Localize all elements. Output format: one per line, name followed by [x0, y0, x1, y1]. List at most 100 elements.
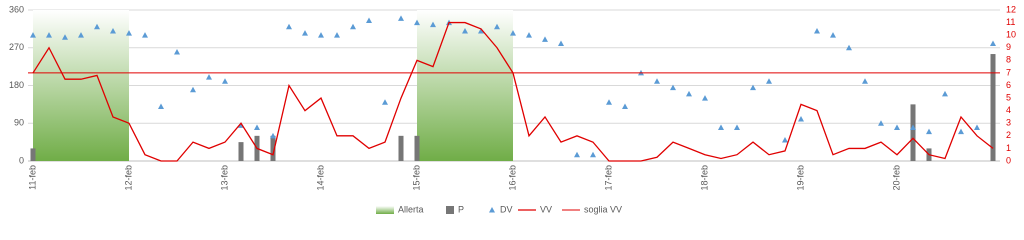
dv-point [254, 124, 260, 130]
dv-point [830, 32, 836, 38]
bar [238, 142, 244, 161]
dv-point [814, 27, 820, 34]
dv-point [110, 27, 116, 34]
y2-tick-label: 2 [1006, 130, 1011, 140]
y-tick-label: 90 [14, 118, 24, 128]
dv-point [878, 120, 884, 126]
dv-point [606, 99, 612, 105]
dv-point [46, 32, 52, 38]
dv-point [958, 128, 964, 135]
bar [30, 148, 36, 161]
dv-point [190, 86, 196, 93]
dv-point [126, 30, 132, 36]
dv-point [526, 32, 532, 38]
y2-tick-label: 12 [1006, 4, 1016, 14]
x-tick-label: 20-feb [891, 165, 901, 191]
y-tick-label: 270 [9, 42, 24, 52]
y2-tick-label: 3 [1006, 118, 1011, 128]
legend-label: VV [540, 204, 552, 214]
dv-point [302, 30, 308, 36]
dv-point [670, 84, 676, 91]
alert-area [33, 10, 513, 161]
y-tick-label: 0 [19, 155, 24, 165]
dv-point [222, 78, 228, 84]
x-tick-label: 17-feb [603, 165, 613, 191]
y2-tick-label: 4 [1006, 105, 1011, 115]
dv-point [846, 44, 852, 51]
dv-point [766, 78, 772, 84]
dv-point [654, 78, 660, 84]
dv-point [462, 27, 468, 34]
dv-point [590, 151, 596, 158]
x-tick-label: 13-feb [219, 165, 229, 191]
x-tick-label: 12-feb [123, 165, 133, 191]
x-tick-label: 15-feb [411, 165, 421, 191]
dv-point [910, 124, 916, 130]
dv-point [702, 95, 708, 101]
y2-tick-label: 6 [1006, 80, 1011, 90]
dv-point [894, 124, 900, 130]
legend-swatch [446, 206, 454, 214]
y2-tick-label: 5 [1006, 92, 1011, 102]
dv-point [318, 32, 324, 38]
dv-point [622, 103, 628, 109]
dv-point [206, 74, 212, 80]
bar [270, 135, 276, 161]
dv-point [750, 84, 756, 91]
dv-point [990, 40, 996, 47]
dv-point [174, 48, 180, 55]
y2-tick-label: 1 [1006, 143, 1011, 153]
dv-point [414, 19, 420, 26]
dv-point [430, 21, 436, 28]
dv-point [558, 40, 564, 47]
dv-point [62, 34, 68, 40]
dv-point [334, 32, 340, 38]
y2-tick-label: 0 [1006, 155, 1011, 165]
dv-point [574, 151, 580, 158]
dv-point [94, 23, 100, 30]
bar [414, 135, 420, 161]
dv-point [30, 32, 36, 38]
bar [990, 54, 996, 161]
dv-point [926, 128, 932, 135]
dv-point [158, 103, 164, 109]
dv-point [270, 132, 276, 139]
dv-point [398, 15, 404, 21]
legend-label: P [458, 204, 464, 214]
dv-point [718, 124, 724, 130]
y-tick-label: 360 [9, 4, 24, 14]
dv-point [974, 124, 980, 130]
legend-label: DV [500, 204, 513, 214]
dv-point [366, 17, 372, 23]
dv-point [78, 32, 84, 38]
dv-point [350, 23, 356, 30]
dv-point [734, 124, 740, 130]
legend-label: soglia VV [584, 204, 622, 214]
dv-point [494, 23, 500, 30]
legend-swatch [376, 206, 394, 214]
y2-tick-label: 7 [1006, 67, 1011, 77]
legend-label: Allerta [398, 204, 424, 214]
dv-point [686, 90, 692, 97]
dv-point [142, 32, 148, 38]
dv-point [942, 90, 948, 97]
x-tick-label: 19-feb [795, 165, 805, 191]
x-tick-label: 11-feb [27, 165, 37, 190]
dv-point [286, 23, 292, 30]
y2-tick-label: 11 [1006, 17, 1015, 27]
dv-point [798, 116, 804, 122]
bar [910, 104, 916, 161]
bar [398, 135, 404, 161]
y2-tick-label: 8 [1006, 55, 1011, 65]
dv-point [862, 78, 868, 84]
dv-point [478, 27, 484, 34]
y-tick-label: 180 [9, 80, 24, 90]
dv-point [510, 30, 516, 36]
dv-point [542, 36, 548, 42]
dv-point [382, 99, 388, 105]
x-tick-label: 18-feb [699, 165, 709, 191]
x-tick-label: 16-feb [507, 165, 517, 191]
y2-tick-label: 10 [1006, 30, 1016, 40]
legend-swatch [489, 207, 495, 213]
